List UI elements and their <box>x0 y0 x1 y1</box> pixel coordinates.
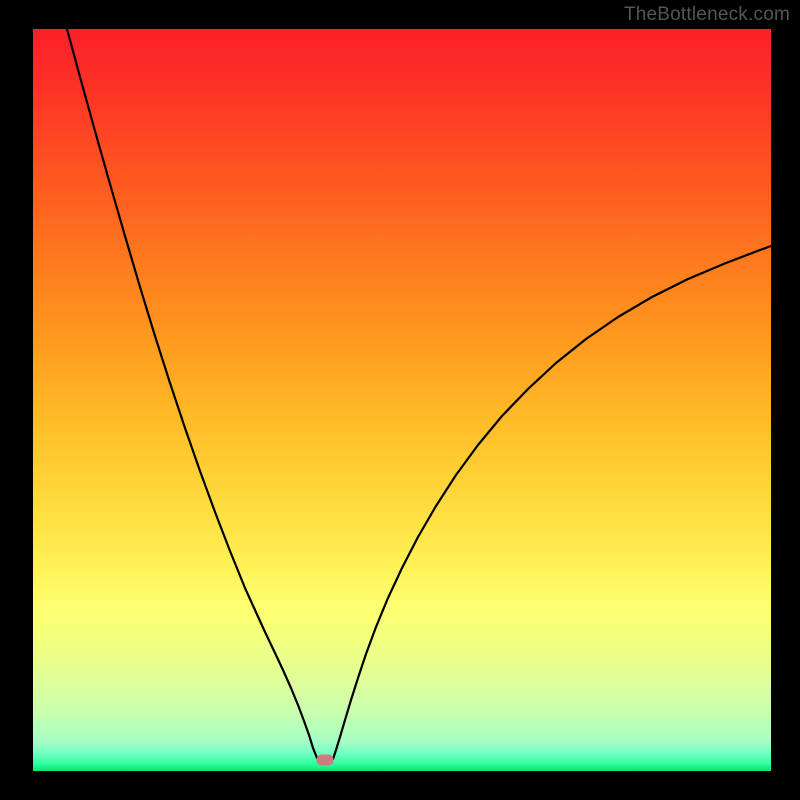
plot-background <box>33 29 771 771</box>
watermark-text: TheBottleneck.com <box>624 4 790 26</box>
minimum-marker <box>317 755 334 766</box>
chart-stage: TheBottleneck.com <box>0 0 800 800</box>
bottleneck-curve-chart <box>0 0 800 800</box>
